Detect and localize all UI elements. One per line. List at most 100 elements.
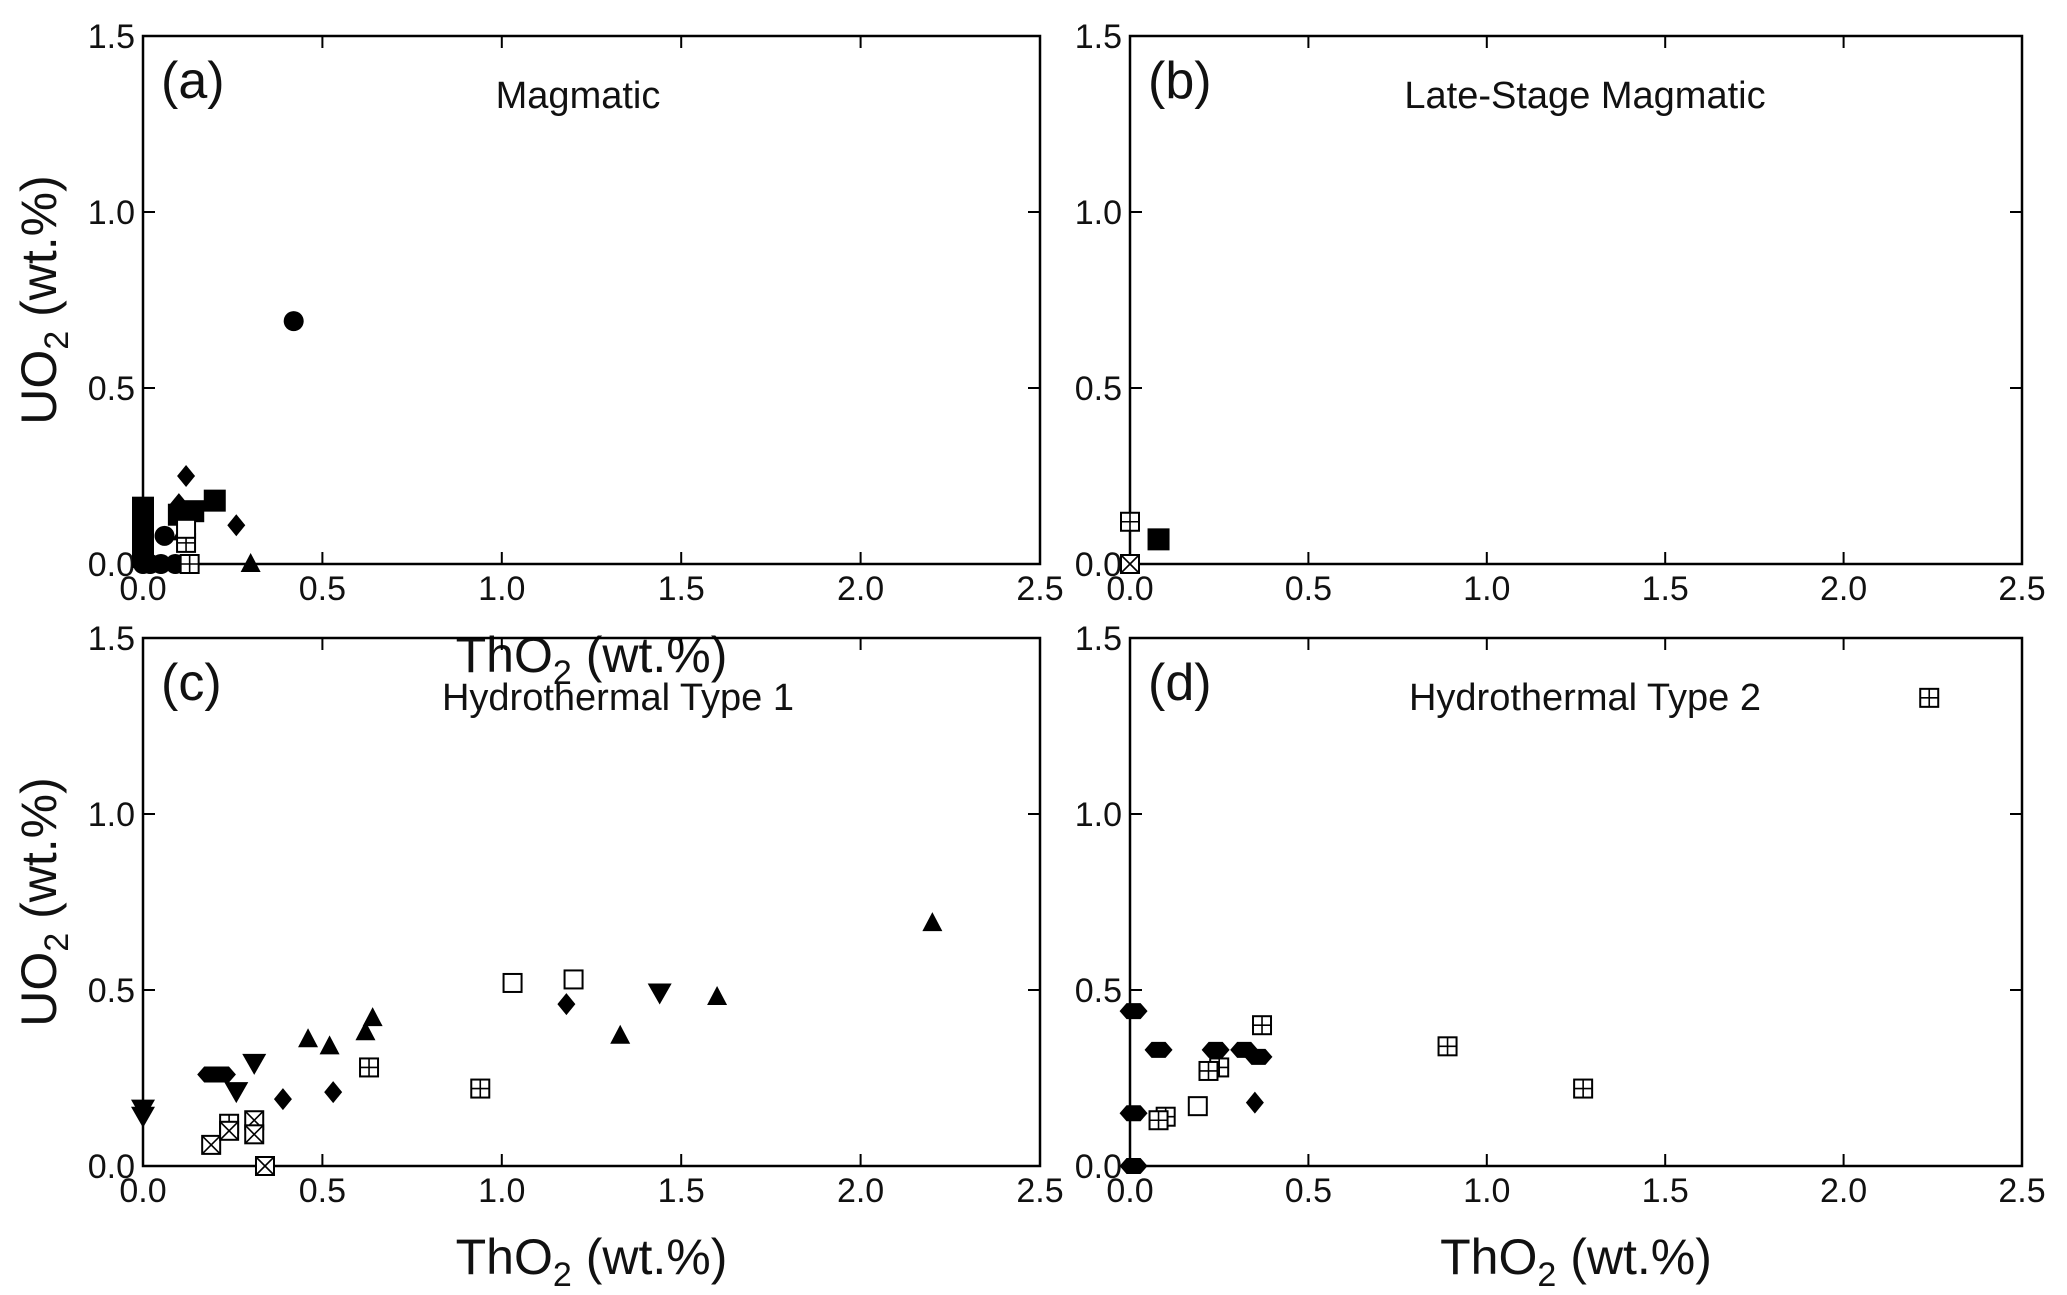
y-tick-label: 1.5: [1075, 18, 1122, 56]
x-tick-label: 0.5: [1285, 1172, 1332, 1210]
x-tick-label: 1.0: [1463, 570, 1510, 608]
data-point-diamond: [169, 493, 188, 516]
data-point-triangle-down: [131, 1106, 155, 1128]
data-point-open-square: [563, 969, 584, 990]
y-tick-label: 1.0: [1075, 796, 1122, 834]
data-point-square-x: [219, 1120, 240, 1141]
x-tick-label: 2.0: [1820, 1172, 1867, 1210]
data-point-hexagon: [1144, 1041, 1173, 1058]
data-point-diamond: [177, 465, 196, 487]
data-point-hexagon: [1119, 1003, 1148, 1020]
y-tick-label: 0.0: [88, 546, 135, 584]
data-point-square-plus: [1919, 687, 1940, 708]
panel-title: Hydrothermal Type 1: [442, 677, 794, 719]
data-point-open-square: [1187, 1096, 1208, 1117]
plot-frame: [141, 636, 1042, 1168]
panel-label: (d): [1148, 654, 1212, 712]
x-tick-label: 1.5: [1642, 1172, 1689, 1210]
data-point-triangle-down: [224, 1082, 249, 1104]
y-tick-label: 0.5: [88, 972, 135, 1010]
panel-title: Magmatic: [496, 75, 661, 117]
x-tick-label: 2.0: [837, 570, 884, 608]
panel-title: Late-Stage Magmatic: [1404, 75, 1765, 117]
data-point-square-plus: [359, 1057, 380, 1078]
x-tick-label: 0.5: [1285, 570, 1332, 608]
x-tick-label: 1.0: [478, 570, 525, 608]
y-tick-label: 0.0: [1075, 546, 1122, 584]
x-axis-title: ThO2 (wt.%): [456, 1229, 728, 1294]
x-tick-label: 0.0: [1106, 1172, 1153, 1210]
x-tick-label: 0.5: [299, 570, 346, 608]
panel-title: Hydrothermal Type 2: [1409, 677, 1761, 719]
data-point-square-plus: [1573, 1078, 1594, 1099]
panel-d: 0.0 0.5 1.0 1.5 2.0 2.5 0.0 0.5 1.0 1.5 (d) Hydroth…: [1075, 620, 2046, 1294]
y-tick-label: 1.5: [88, 620, 135, 658]
data-point-square-x: [244, 1124, 265, 1145]
x-tick-label: 0.0: [119, 570, 166, 608]
y-tick-label: 0.0: [1075, 1148, 1122, 1186]
panel-label: (c): [161, 654, 222, 712]
data-point-square-x: [1120, 554, 1140, 574]
y-tick-label: 1.5: [1075, 620, 1122, 658]
data-point-diamond: [1245, 1091, 1264, 1114]
data-point-square-plus: [179, 554, 200, 574]
y-tick-label: 0.5: [1075, 370, 1122, 408]
panel-a: 0.0 0.5 1.0 1.5 2.0 2.5 0.0 0.5 1.0 1.5 (a) Magmati…: [11, 18, 1064, 692]
x-axis-title: ThO2 (wt.%): [1440, 1229, 1712, 1294]
x-tick-label: 0.0: [119, 1172, 166, 1210]
data-point-square: [1147, 528, 1170, 551]
x-tick-label: 1.0: [478, 1172, 525, 1210]
panel-label: (b): [1148, 52, 1212, 110]
y-tick-label: 0.5: [88, 370, 135, 408]
y-axis-title: UO2 (wt.%): [11, 175, 76, 424]
y-tick-label: 1.5: [88, 18, 135, 56]
x-axis-title: ThO2 (wt.%): [456, 627, 728, 692]
x-tick-label: 0.0: [1106, 570, 1153, 608]
plot-frame: [141, 34, 1042, 566]
x-tick-label: 2.5: [1998, 1172, 2045, 1210]
data-point-triangle-down: [647, 983, 672, 1005]
panel-c: 0.0 0.5 1.0 1.5 2.0 2.5 0.0 0.5 1.0 1.5 (c) Hydroth…: [11, 620, 1064, 1294]
data-point-diamond: [324, 1081, 343, 1104]
data-point-circle: [283, 311, 304, 332]
data-point-square-plus: [1198, 1060, 1219, 1081]
data-point-triangle-up: [362, 1007, 383, 1027]
y-tick-label: 0.0: [88, 1148, 135, 1186]
data-point-triangle-up: [707, 986, 728, 1006]
data-point-square: [132, 545, 154, 568]
data-point-square-plus: [1148, 1110, 1169, 1131]
y-tick-label: 1.0: [88, 796, 135, 834]
data-point-circle: [154, 525, 175, 546]
data-point-hexagon: [1201, 1041, 1230, 1058]
plot-frame: [1128, 636, 2024, 1168]
data-point-hexagon: [1119, 1158, 1148, 1174]
y-axis-title: UO2 (wt.%): [11, 777, 76, 1026]
x-tick-label: 2.5: [1016, 1172, 1063, 1210]
data-point-circle: [150, 554, 171, 574]
y-tick-label: 1.0: [88, 194, 135, 232]
x-tick-label: 1.5: [658, 1172, 705, 1210]
data-point-open-square: [502, 972, 523, 993]
data-point-triangle-up: [610, 1024, 631, 1044]
panel-b: 0.0 0.5 1.0 1.5 2.0 2.5 0.0 0.5 1.0 1.5 (b) Late-St…: [1075, 18, 2046, 608]
data-point-diamond: [273, 1088, 292, 1111]
data-point-triangle-up: [355, 1021, 376, 1041]
data-point-triangle-up: [298, 1028, 319, 1048]
x-tick-label: 2.0: [837, 1172, 884, 1210]
data-point-square-plus: [1437, 1036, 1458, 1057]
x-tick-label: 1.5: [1642, 570, 1689, 608]
data-point-triangle-up: [240, 553, 261, 572]
data-point-hexagon: [1119, 1105, 1148, 1122]
data-point-square: [203, 489, 226, 512]
data-point-diamond: [557, 993, 576, 1016]
data-point-triangle-up: [319, 1035, 340, 1055]
x-tick-label: 2.5: [1998, 570, 2045, 608]
data-point-diamond: [227, 514, 246, 537]
data-point-square-x: [254, 1156, 275, 1176]
panel-label: (a): [161, 52, 225, 110]
data-point-hexagon: [1244, 1048, 1273, 1065]
data-point-triangle-down: [242, 1053, 267, 1075]
data-point-square-x: [201, 1134, 222, 1155]
data-point-square-plus: [1120, 511, 1140, 532]
data-point-square-plus: [470, 1078, 491, 1099]
